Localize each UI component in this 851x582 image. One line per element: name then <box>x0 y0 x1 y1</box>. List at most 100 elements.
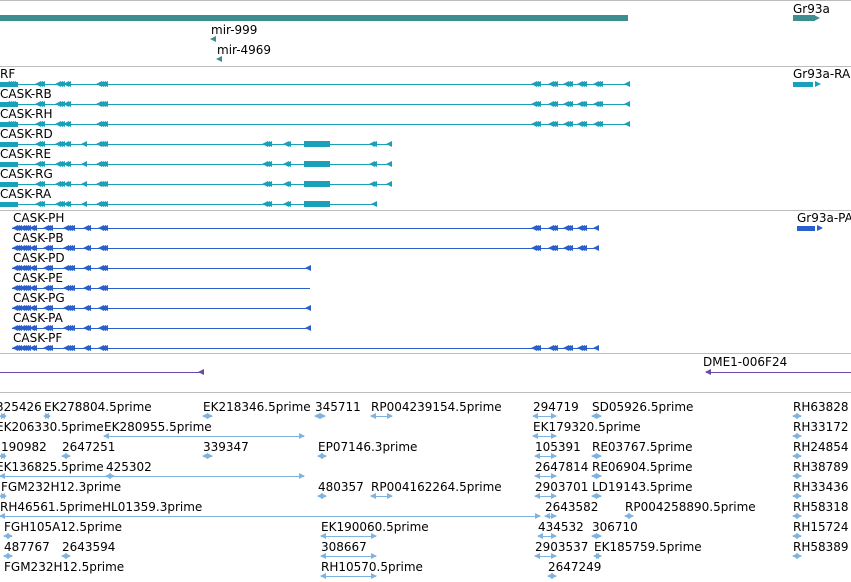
exon-arrow[interactable] <box>567 345 573 351</box>
est-arrow[interactable] <box>109 473 115 479</box>
mirna-glyph[interactable] <box>216 56 222 62</box>
est-label[interactable]: RH46561.5prime <box>0 500 102 514</box>
est-label[interactable]: 105391 <box>535 440 581 454</box>
est-label[interactable]: RP004162264.5prime <box>371 480 502 494</box>
exon-arrow[interactable] <box>597 81 603 87</box>
exon-arrow[interactable] <box>85 265 91 271</box>
exon-arrow[interactable] <box>65 141 71 147</box>
est-arrow[interactable] <box>591 413 597 419</box>
exon-arrow[interactable] <box>285 181 291 187</box>
exon-arrow[interactable] <box>371 161 377 167</box>
est-label[interactable]: EK136825.5prime <box>0 460 104 474</box>
est-label[interactable]: RE03767.5prime <box>592 440 693 454</box>
est-arrow[interactable] <box>202 413 208 419</box>
protein-label[interactable]: CASK-PH <box>13 211 65 225</box>
est-arrow[interactable] <box>596 473 602 479</box>
est-label[interactable]: 325426 <box>0 400 42 414</box>
exon-arrow[interactable] <box>266 201 272 207</box>
exon-arrow[interactable] <box>567 121 573 127</box>
exon-arrow[interactable] <box>567 81 573 87</box>
est-label[interactable]: 2647249 <box>548 560 602 574</box>
est-arrow[interactable] <box>299 433 305 439</box>
est-label[interactable]: 306710 <box>592 520 638 534</box>
est-label[interactable]: EK278804.5prime <box>44 400 152 414</box>
exon-arrow[interactable] <box>59 81 65 87</box>
transcript-label[interactable]: CASK-RH <box>0 107 53 121</box>
est-arrow[interactable] <box>551 453 557 459</box>
exon-arrow[interactable] <box>593 225 599 231</box>
est-arrow[interactable] <box>796 413 802 419</box>
est-arrow[interactable] <box>796 533 802 539</box>
est-arrow[interactable] <box>7 553 13 559</box>
exon-arrow[interactable] <box>31 345 37 351</box>
exon-arrow[interactable] <box>85 345 91 351</box>
est-label[interactable]: EP07146.3prime <box>318 440 418 454</box>
exon-arrow[interactable] <box>266 161 272 167</box>
exon-arrow[interactable] <box>25 285 31 291</box>
exon-arrow[interactable] <box>10 81 16 87</box>
est-arrow[interactable] <box>596 553 602 559</box>
transcript-label[interactable]: CASK-RA <box>0 187 52 201</box>
protein-label[interactable]: CASK-PA <box>13 311 63 325</box>
exon-arrow[interactable] <box>624 121 630 127</box>
est-arrow[interactable] <box>537 533 543 539</box>
transcript-label[interactable]: CASK-RB <box>0 87 52 101</box>
exon-arrow[interactable] <box>581 121 587 127</box>
gene-glyph[interactable] <box>0 15 628 21</box>
gene-label[interactable]: mir-999 <box>211 23 258 37</box>
est-arrow[interactable] <box>591 453 597 459</box>
exon-arrow[interactable] <box>552 81 558 87</box>
est-arrow[interactable] <box>796 453 802 459</box>
est-arrow[interactable] <box>202 453 208 459</box>
exon-block[interactable] <box>0 202 18 207</box>
exon-arrow[interactable] <box>102 101 108 107</box>
exon-arrow[interactable] <box>85 245 91 251</box>
est-label[interactable]: SD05926.5prime <box>592 400 694 414</box>
exon-arrow[interactable] <box>371 141 377 147</box>
exon-arrow[interactable] <box>285 141 291 147</box>
exon-arrow[interactable] <box>31 325 37 331</box>
exon-arrow[interactable] <box>69 305 75 311</box>
protein-label[interactable]: CASK-PB <box>13 231 64 245</box>
est-arrow[interactable] <box>320 573 326 579</box>
est-arrow[interactable] <box>65 553 71 559</box>
exon-arrow[interactable] <box>47 245 53 251</box>
est-arrow[interactable] <box>534 493 540 499</box>
est-arrow[interactable] <box>1 493 7 499</box>
exon-arrow[interactable] <box>59 121 65 127</box>
protein-label[interactable]: Gr93a-PA <box>797 211 851 225</box>
est-label[interactable]: FGM232H12.3prime <box>1 480 122 494</box>
transcript-label[interactable]: Gr93a-RA <box>793 67 851 81</box>
exon-block[interactable] <box>304 141 330 147</box>
insertion-glyph[interactable] <box>705 369 711 375</box>
transcript-label[interactable]: CASK-RD <box>0 127 53 141</box>
insertion-label[interactable]: DME1-006F24 <box>703 355 788 369</box>
est-arrow[interactable] <box>596 413 602 419</box>
exon-arrow[interactable] <box>535 121 541 127</box>
exon-arrow[interactable] <box>102 285 108 291</box>
est-arrow[interactable] <box>371 553 377 559</box>
est-arrow[interactable] <box>544 513 550 519</box>
est-label[interactable]: RH33172 <box>793 420 849 434</box>
exon-arrow[interactable] <box>266 181 272 187</box>
exon-arrow[interactable] <box>552 121 558 127</box>
est-label[interactable]: RH38789 <box>793 460 849 474</box>
est-label[interactable]: 434532 <box>538 520 584 534</box>
est-arrow[interactable] <box>0 473 5 479</box>
exon-arrow[interactable] <box>371 201 377 207</box>
est-arrow[interactable] <box>551 553 557 559</box>
exon-arrow[interactable] <box>47 325 53 331</box>
exon-arrow[interactable] <box>102 161 108 167</box>
exon-block[interactable] <box>304 201 330 207</box>
exon-arrow[interactable] <box>102 81 108 87</box>
exon-arrow[interactable] <box>25 325 31 331</box>
transcript-label[interactable]: RF <box>0 67 16 81</box>
est-label[interactable]: RH63828 <box>793 400 849 414</box>
est-label[interactable]: EK206330.5prime <box>0 420 104 434</box>
est-arrow[interactable] <box>321 493 327 499</box>
exon-arrow[interactable] <box>386 141 392 147</box>
est-label[interactable]: 345711 <box>315 400 361 414</box>
exon-arrow[interactable] <box>69 245 75 251</box>
exon-arrow[interactable] <box>69 225 75 231</box>
exon-arrow[interactable] <box>305 305 311 311</box>
